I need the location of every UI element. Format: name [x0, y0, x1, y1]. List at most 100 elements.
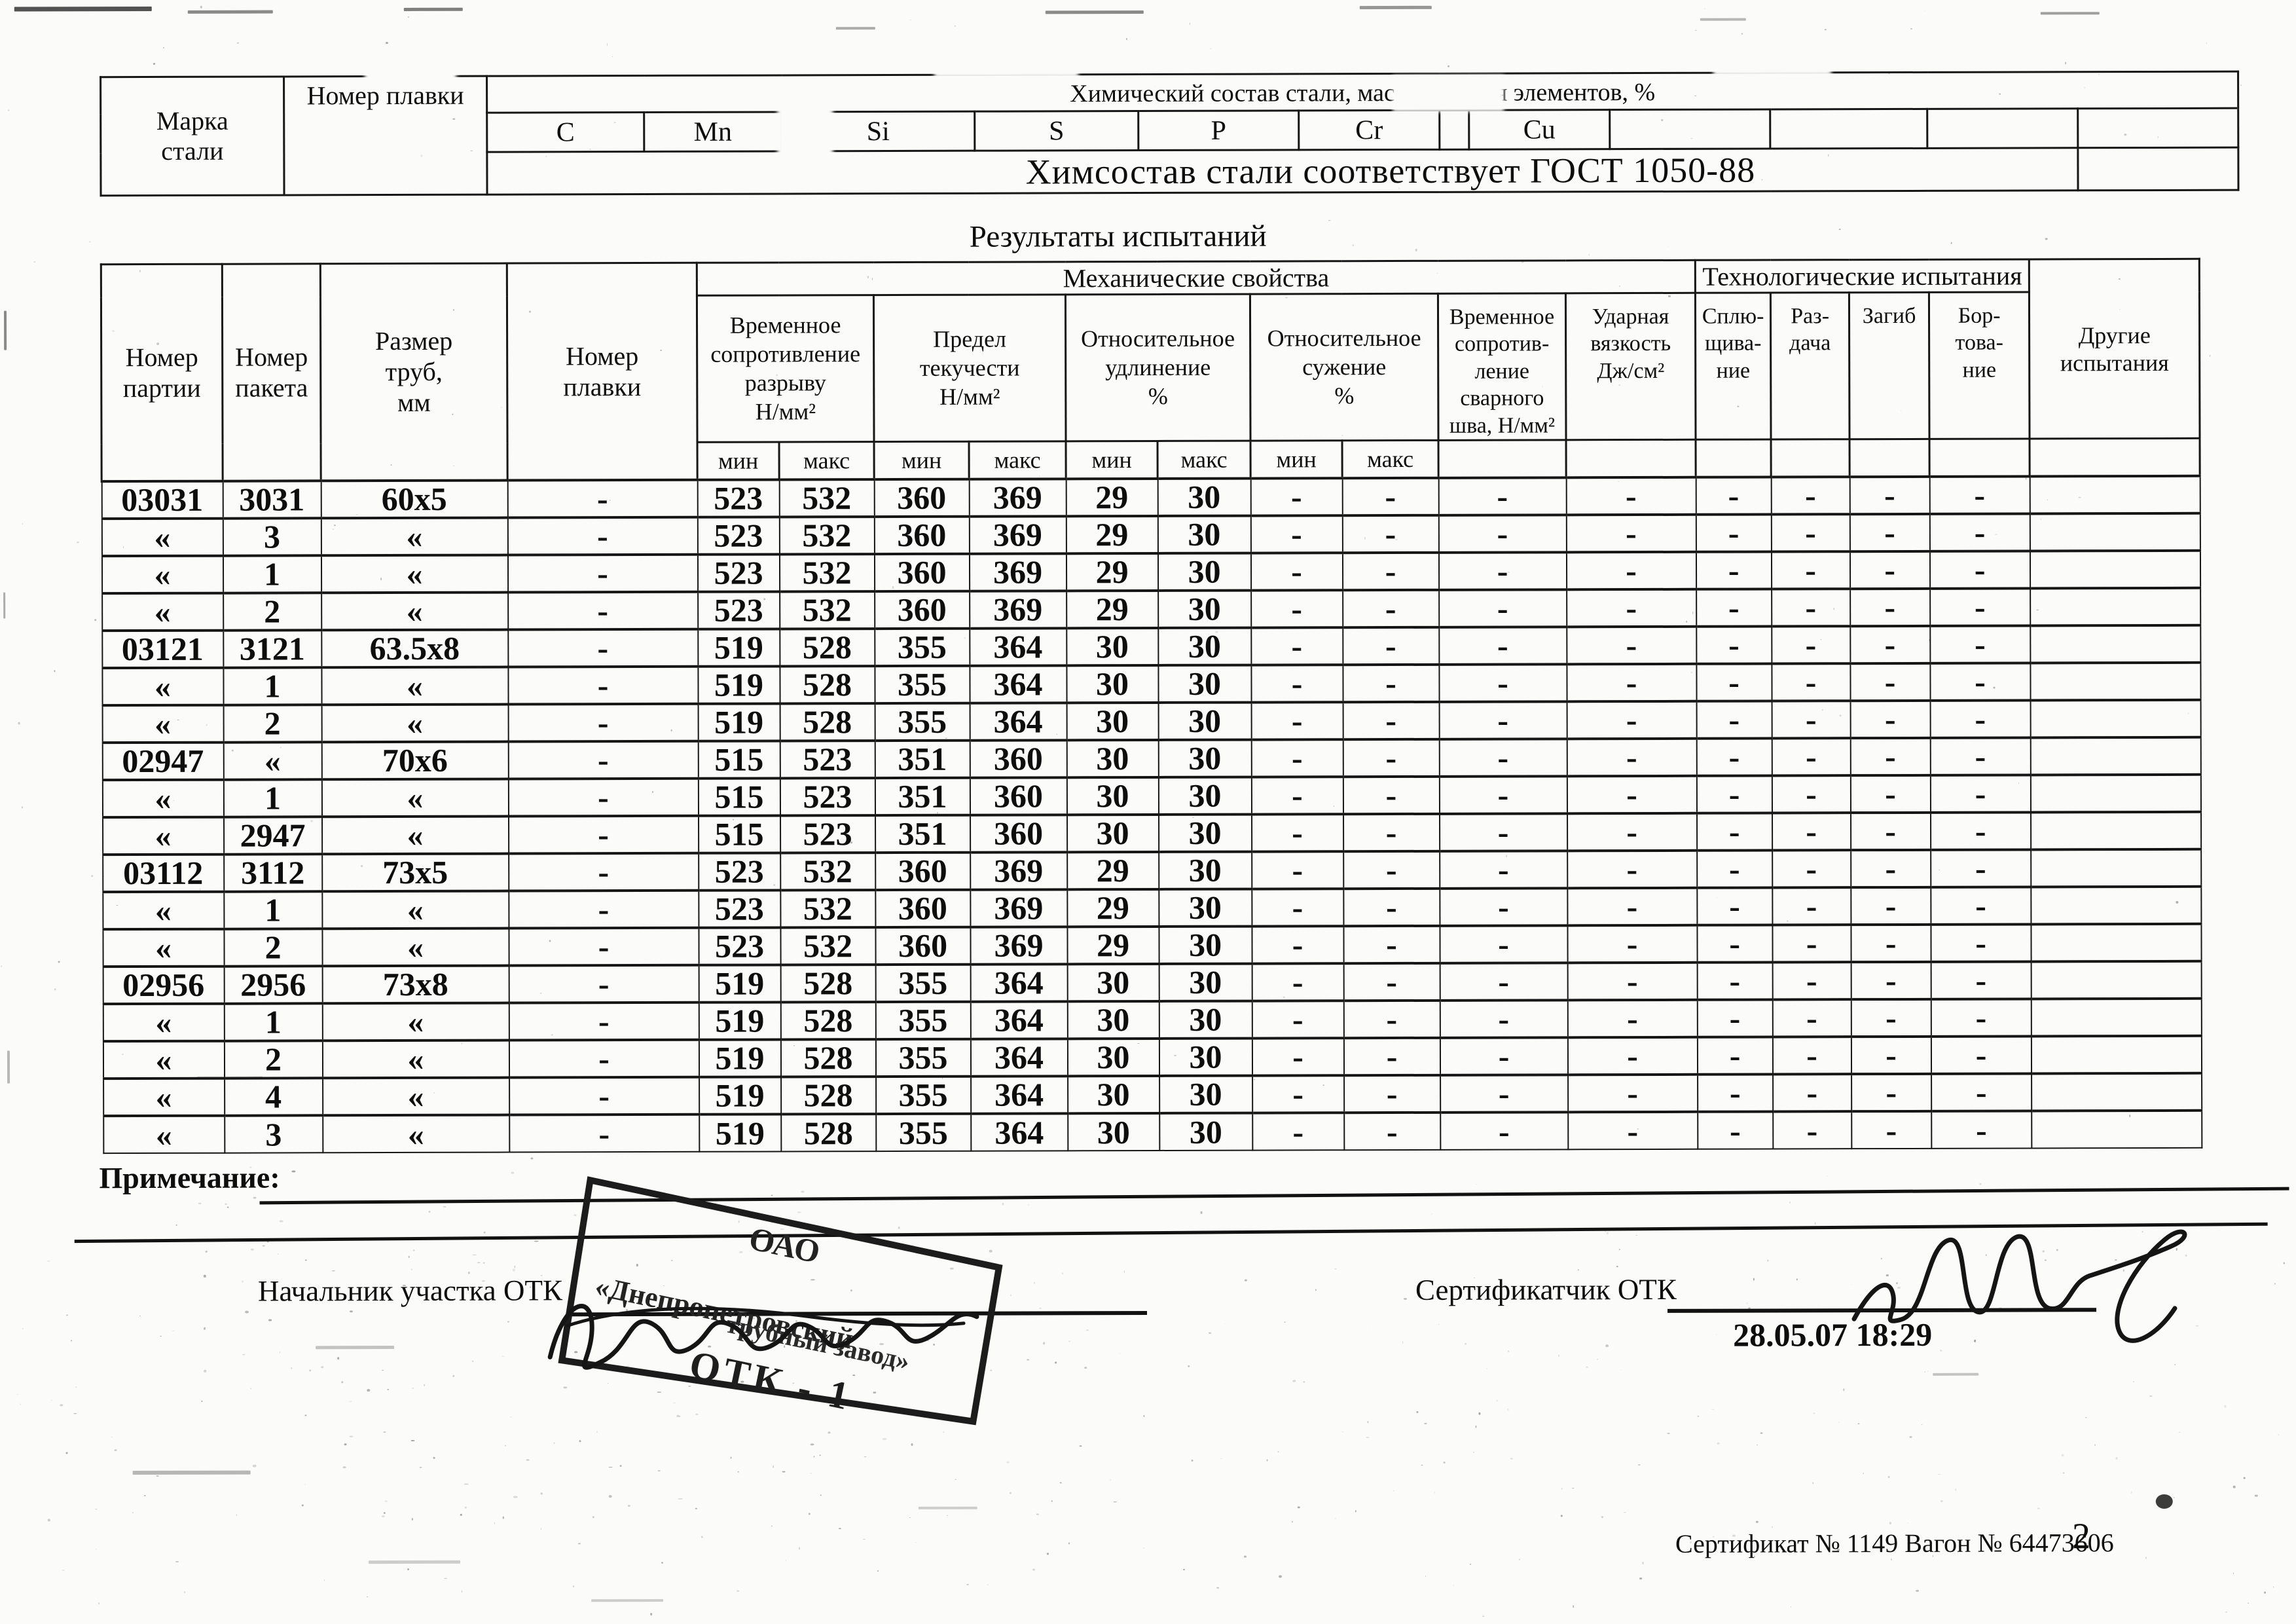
cell: «: [321, 592, 508, 631]
cell: 519: [699, 1039, 781, 1077]
cell: -: [1343, 739, 1440, 777]
cell: -: [1251, 702, 1343, 740]
cell: -: [1250, 478, 1343, 516]
cell: -: [1250, 515, 1343, 553]
cell: 3: [223, 518, 321, 556]
empty-subheader: [2030, 438, 2200, 477]
cell: -: [1931, 961, 2032, 999]
element-cr-header: Cr: [1298, 110, 1440, 150]
table-row: 03121 3121 63.5x8-519 528 355 364 30 30- - - - - - - -: [101, 625, 2201, 669]
scan-smudge: [365, 69, 457, 83]
cell: -: [1438, 589, 1567, 627]
cell: «: [103, 1003, 225, 1042]
cell: 523: [697, 554, 780, 592]
cell: 29: [1066, 590, 1158, 629]
cell: -: [1567, 999, 1698, 1038]
cell: [2031, 1073, 2202, 1111]
cell: -: [1772, 887, 1851, 925]
cell: -: [1850, 625, 1931, 664]
cell: 30: [1067, 1075, 1159, 1114]
cell: -: [1251, 777, 1343, 815]
cell: 523: [698, 890, 780, 928]
cell: 519: [699, 1077, 781, 1115]
cell: 519: [697, 629, 780, 667]
cell: -: [1440, 1037, 1568, 1075]
cell: -: [1250, 590, 1343, 628]
table-row: «3 «-523 532 360 369 29 30- - - - - - - -: [101, 513, 2200, 557]
cell: -: [1850, 513, 1930, 552]
cell: 523: [780, 815, 875, 853]
results-table-header: Номер партии Номер пакета Размер труб, м…: [101, 259, 2200, 482]
cell: 360: [874, 591, 970, 629]
empty-subheader: [1771, 439, 1850, 477]
cell: -: [1697, 962, 1773, 1000]
cell: 60x5: [321, 480, 508, 519]
cell: -: [1931, 999, 2032, 1037]
cell: -: [509, 1114, 699, 1153]
cell: «: [102, 929, 225, 967]
cell: [2030, 662, 2201, 701]
cell: -: [1343, 888, 1440, 927]
steel-grade-header: Марка стали: [100, 76, 285, 196]
cell: 29: [1066, 478, 1158, 517]
table-row: 02947 «70x6-515 523 351 360 30 30- - - - - - - -: [102, 737, 2201, 781]
cell: 364: [970, 1113, 1068, 1151]
cell: -: [508, 853, 699, 891]
empty-subheader: [1696, 439, 1772, 477]
cell: -: [1930, 700, 2031, 738]
cell: -: [1343, 1000, 1440, 1039]
cell: 523: [698, 927, 781, 965]
cell: 364: [970, 1076, 1068, 1114]
cell: 2: [223, 593, 321, 631]
cell: 1: [223, 891, 322, 929]
chemical-composition-table: Марка стали Номер плавки Химический сост…: [100, 71, 2240, 197]
cell: 532: [780, 889, 875, 928]
cell: 30: [1158, 851, 1252, 889]
table-row: «2 «-519 528 355 364 30 30- - - - - - - -: [102, 699, 2201, 743]
cell: 03031: [101, 481, 223, 519]
reduction-header: Относительное сужение %: [1250, 293, 1439, 441]
cell: 360: [874, 516, 970, 554]
cell: 519: [699, 1114, 781, 1152]
cell: -: [1771, 551, 1850, 589]
impact-toughness-header: Ударная вязкость Дж/см²: [1565, 293, 1696, 441]
cell: -: [1850, 663, 1931, 701]
cell: -: [1342, 515, 1439, 553]
cell: -: [1343, 1112, 1440, 1151]
cell: -: [1771, 477, 1850, 515]
cell: -: [1342, 589, 1439, 628]
cell: -: [1252, 1038, 1344, 1076]
cell: -: [1696, 589, 1772, 627]
cell: [2030, 699, 2201, 738]
page-number: 2: [2071, 1516, 2090, 1557]
cell: -: [1343, 813, 1440, 852]
cell: 29: [1066, 515, 1158, 554]
cell: -: [1566, 477, 1696, 515]
cell: 523: [697, 591, 780, 629]
cell: -: [509, 965, 699, 1003]
cell: 29: [1066, 926, 1159, 965]
cell: 03112: [102, 854, 224, 893]
cell: [2031, 1035, 2202, 1074]
cell: 369: [969, 516, 1066, 554]
table-row: 03112 3112 73x5-523 532 360 369 29 30- - - - - - - -: [102, 849, 2201, 893]
cell: 351: [875, 777, 970, 815]
cell: -: [1567, 1037, 1698, 1075]
element-c-header: C: [486, 112, 644, 153]
cell: -: [1850, 775, 1931, 813]
cell: [2030, 475, 2200, 514]
results-rows: 03031 3031 60x5-523 532 360 369 29 30- - - - - - - - «3…: [101, 475, 2202, 1154]
element-mn-header: Mn: [644, 111, 782, 152]
scan-smudge: [777, 104, 833, 161]
max-header: макс: [1342, 440, 1439, 479]
cell: 351: [875, 815, 970, 853]
cell: «: [103, 1041, 225, 1079]
cell: -: [1772, 925, 1851, 963]
cell: -: [1696, 775, 1772, 813]
cell: [2030, 774, 2201, 813]
cell: -: [1930, 663, 2031, 701]
cell: 2: [223, 705, 322, 743]
cell: 30: [1159, 1038, 1252, 1076]
cell: 532: [779, 479, 875, 517]
cell: -: [1566, 589, 1696, 627]
